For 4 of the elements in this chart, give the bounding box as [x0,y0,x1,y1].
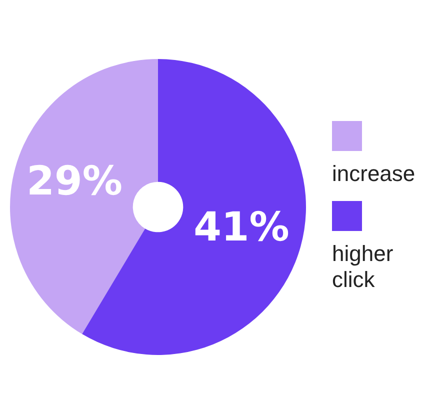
legend-label: higher click [332,241,394,293]
legend-label: increase [332,161,416,187]
data-label: 29% [26,158,122,204]
data-label: 41% [194,204,290,250]
